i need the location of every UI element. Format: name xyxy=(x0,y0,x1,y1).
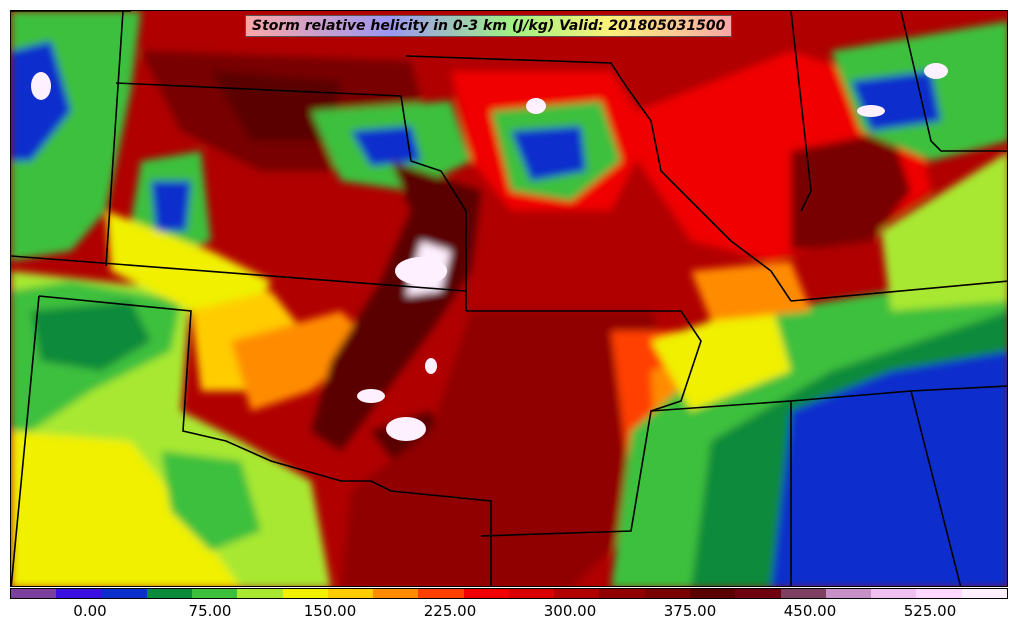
helicity-peaks xyxy=(31,63,948,441)
colorbar-segment xyxy=(554,589,600,598)
colorbar-segment xyxy=(508,589,555,598)
colorbar-tick-label: 450.00 xyxy=(783,602,837,620)
colorbar-segment xyxy=(56,589,102,598)
colorbar-tick-label: 75.00 xyxy=(188,602,232,620)
map-canvas xyxy=(11,11,1007,586)
colorbar-segment xyxy=(237,589,283,598)
colorbar-ticks: 0.00 75.00 150.00 225.00 300.00 375.00 450.00 5… xyxy=(10,602,1008,624)
colorbar-segment xyxy=(961,589,1007,598)
state-borders xyxy=(11,11,1007,586)
colorbar-segment xyxy=(644,589,690,598)
colorbar-segment xyxy=(192,589,238,598)
colorbar-segment xyxy=(780,589,826,598)
colorbar-segment xyxy=(327,589,374,598)
colorbar-tick-label: 300.00 xyxy=(543,602,597,620)
colorbar-tick-label: 525.00 xyxy=(903,602,957,620)
colorbar-segment xyxy=(463,589,509,598)
colorbar-tick-label: 375.00 xyxy=(663,602,717,620)
colorbar-segment xyxy=(916,589,962,598)
map-title: Storm relative helicity in 0-3 km (J/kg)… xyxy=(245,15,733,37)
colorbar-tick-label: 0.00 xyxy=(73,602,107,620)
colorbar-segment xyxy=(282,589,328,598)
colorbar-segment xyxy=(825,589,872,598)
colorbar-segment xyxy=(11,589,57,598)
colorbar-segment xyxy=(735,589,781,598)
helicity-map xyxy=(10,10,1008,587)
colorbar-tick-label: 150.00 xyxy=(303,602,357,620)
colorbar-segment xyxy=(418,589,464,598)
colorbar-segment xyxy=(373,589,419,598)
colorbar-segment xyxy=(689,589,736,598)
colorbar-segment xyxy=(146,589,193,598)
colorbar xyxy=(10,588,1008,599)
colorbar-segment xyxy=(871,589,917,598)
colorbar-segment xyxy=(599,589,645,598)
colorbar-segment xyxy=(101,589,147,598)
colorbar-tick-label: 225.00 xyxy=(423,602,477,620)
